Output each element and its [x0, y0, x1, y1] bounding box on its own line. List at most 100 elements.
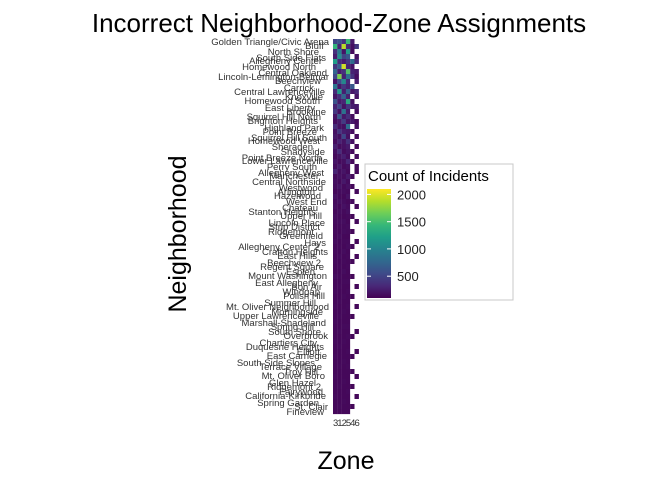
heatmap-cell	[337, 79, 342, 85]
y-tick-label: Crafton Heights	[262, 247, 328, 258]
y-tick-label: Knoxville	[285, 92, 323, 103]
heatmap-cell	[354, 259, 359, 265]
heatmap-cell	[350, 289, 355, 295]
y-tick-label: Hays	[304, 238, 326, 249]
heatmap-cell	[333, 364, 338, 370]
heatmap-cell	[345, 409, 351, 415]
heatmap-cell	[341, 129, 346, 135]
heatmap-cell	[341, 154, 346, 160]
heatmap-cell	[345, 224, 351, 230]
heatmap-cell	[345, 329, 351, 335]
heatmap-cell	[345, 109, 351, 115]
heatmap-cell	[354, 159, 359, 165]
heatmap-cell	[333, 244, 338, 250]
x-tick-label: 4	[350, 418, 355, 429]
heatmap-cell	[354, 409, 359, 415]
heatmap-cell	[341, 319, 346, 325]
heatmap-cell	[337, 69, 342, 75]
heatmap-cell	[341, 79, 346, 85]
heatmap-cell	[345, 179, 351, 185]
heatmap-cell	[333, 164, 338, 170]
heatmap-cell	[337, 299, 342, 305]
heatmap-cell	[341, 239, 346, 245]
heatmap-cell	[337, 44, 342, 50]
heatmap-cell	[345, 199, 351, 205]
heatmap-cell	[345, 339, 351, 345]
heatmap-cell	[341, 299, 346, 305]
heatmap-cell	[354, 114, 359, 120]
y-tick-label: North Shore	[268, 47, 319, 58]
heatmap-cell	[337, 84, 342, 90]
heatmap-cell	[345, 129, 351, 135]
heatmap-cells	[333, 39, 359, 415]
heatmap-cell	[354, 199, 359, 205]
y-tick-label: Sheraden	[272, 142, 313, 153]
heatmap-cell	[333, 44, 338, 50]
heatmap-cell	[333, 54, 338, 60]
heatmap-cell	[345, 354, 351, 360]
heatmap-cell	[333, 304, 338, 310]
heatmap-cell	[341, 409, 346, 415]
heatmap-cell	[333, 359, 338, 365]
heatmap-cell	[337, 89, 342, 95]
heatmap-cell	[337, 184, 342, 190]
heatmap-cell	[345, 299, 351, 305]
heatmap-cell	[345, 144, 351, 150]
heatmap-cell	[333, 339, 338, 345]
y-tick-label: Bon Air	[291, 282, 322, 293]
heatmap-cell	[354, 49, 359, 55]
heatmap-cell	[354, 374, 359, 380]
y-tick-label: Marshall-Shadeland	[242, 318, 327, 329]
heatmap-cell	[350, 249, 355, 255]
heatmap-cell	[337, 219, 342, 225]
heatmap-cell	[341, 199, 346, 205]
heatmap-cell	[337, 59, 342, 65]
heatmap-cell	[350, 304, 355, 310]
heatmap-cell	[333, 94, 338, 100]
heatmap-cell	[341, 59, 346, 65]
heatmap-cell	[341, 144, 346, 150]
y-tick-label: Manchester	[269, 171, 319, 182]
heatmap-cell	[350, 324, 355, 330]
heatmap-cell	[337, 204, 342, 210]
heatmap-cell	[350, 409, 355, 415]
heatmap-cell	[333, 309, 338, 315]
heatmap-cell	[337, 119, 342, 125]
heatmap-cell	[354, 184, 359, 190]
heatmap-cell	[354, 394, 359, 400]
heatmap-cell	[350, 239, 355, 245]
heatmap-cell	[354, 334, 359, 340]
heatmap-cell	[345, 149, 351, 155]
y-tick-label: Central Oakland	[258, 68, 327, 79]
heatmap-cell	[350, 224, 355, 230]
heatmap-cell	[333, 224, 338, 230]
heatmap-cell	[333, 39, 338, 45]
heatmap-cell	[350, 299, 355, 305]
heatmap-cell	[345, 219, 351, 225]
heatmap-cell	[341, 124, 346, 130]
heatmap-cell	[354, 299, 359, 305]
heatmap-cell	[354, 264, 359, 270]
heatmap-cell	[333, 169, 338, 175]
heatmap-cell	[350, 369, 355, 375]
heatmap-cell	[354, 94, 359, 100]
heatmap-cell	[337, 249, 342, 255]
heatmap-cell	[350, 159, 355, 165]
heatmap-cell	[345, 164, 351, 170]
heatmap-cell	[345, 189, 351, 195]
heatmap-cell	[345, 99, 351, 105]
y-tick-label: Squirrel Hill North	[247, 112, 321, 123]
heatmap-cell	[337, 254, 342, 260]
x-tick-label: 6	[354, 418, 359, 429]
heatmap-cell	[345, 239, 351, 245]
heatmap-cell	[354, 399, 359, 405]
heatmap-cell	[354, 339, 359, 345]
y-tick-label: Lincoln-Lemington-Belmar	[218, 72, 329, 83]
heatmap-cell	[350, 294, 355, 300]
heatmap-cell	[341, 324, 346, 330]
heatmap-cell	[350, 194, 355, 200]
heatmap-cell	[341, 114, 346, 120]
x-tick-label: 3	[333, 418, 338, 429]
heatmap-cell	[337, 174, 342, 180]
y-tick-label: Homewood South	[244, 96, 320, 107]
